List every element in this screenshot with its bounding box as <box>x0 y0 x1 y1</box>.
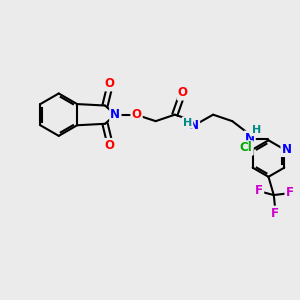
Text: H: H <box>183 118 192 128</box>
Text: Cl: Cl <box>240 141 253 154</box>
Text: O: O <box>104 139 115 152</box>
Text: H: H <box>252 125 261 135</box>
Text: N: N <box>282 143 292 156</box>
Text: F: F <box>286 186 294 199</box>
Text: O: O <box>104 77 115 90</box>
Text: O: O <box>132 108 142 121</box>
Text: F: F <box>255 184 263 197</box>
Text: N: N <box>244 132 255 145</box>
Text: O: O <box>178 86 188 99</box>
Text: F: F <box>271 207 279 220</box>
Text: N: N <box>189 119 199 132</box>
Text: N: N <box>110 108 120 121</box>
